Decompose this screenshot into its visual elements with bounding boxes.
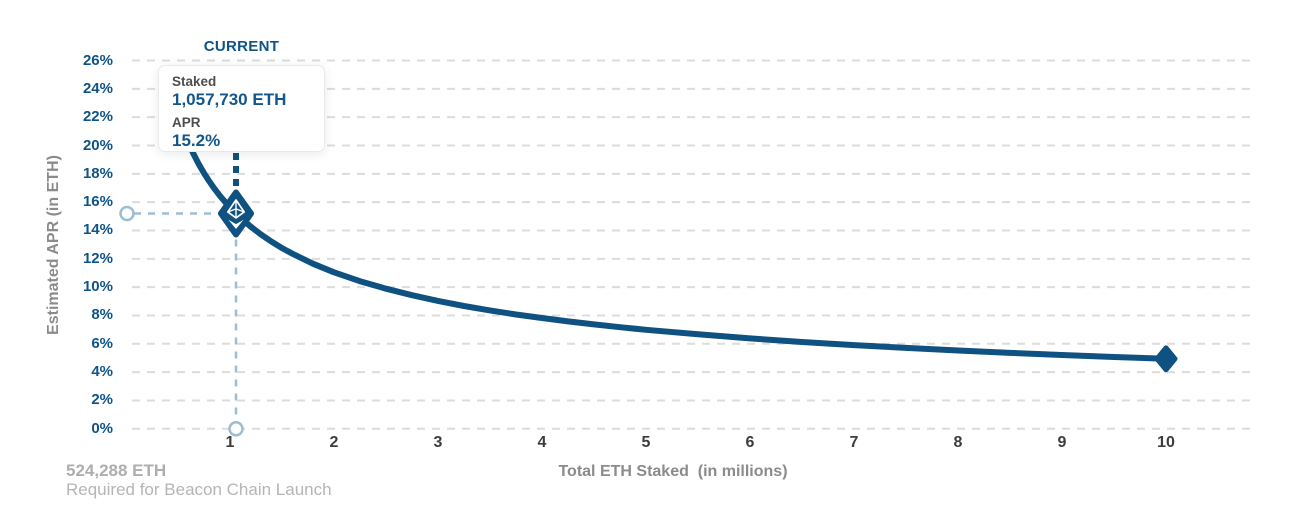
y-axis-tick-label: 24% <box>82 79 113 97</box>
beacon-launch-footnote: 524,288 ETH Required for Beacon Chain La… <box>66 461 332 499</box>
current-staked-axis-dot <box>228 421 244 437</box>
y-axis-tick-label: 18% <box>82 164 113 182</box>
y-axis-tick-label: 2% <box>91 391 113 409</box>
tooltip-staked-value: 1,057,730 ETH <box>172 90 287 109</box>
tooltip-staked-label: Staked <box>172 74 217 89</box>
x-axis-tick-label: 7 <box>849 434 859 451</box>
y-axis-tick-label: 22% <box>82 108 113 126</box>
tooltip-apr-value: 15.2% <box>172 131 221 150</box>
x-axis-title: Total ETH Staked (in millions) <box>558 463 788 480</box>
y-axis-title: Estimated APR (in ETH) <box>45 155 62 335</box>
y-axis-tick-label: 26% <box>82 51 113 69</box>
y-axis-tick-label: 12% <box>82 249 113 267</box>
x-axis-tick-label: 3 <box>433 434 443 451</box>
x-axis-tick-label: 4 <box>537 434 547 451</box>
y-axis-tick-label: 6% <box>91 334 113 352</box>
current-point-label: CURRENT <box>203 38 280 55</box>
y-axis-tick-label: 10% <box>82 278 113 296</box>
current-point-tooltip: Staked 1,057,730 ETH APR 15.2% <box>158 65 325 152</box>
current-apr-axis-dot <box>119 205 135 222</box>
y-axis-tick-label: 4% <box>91 363 113 381</box>
x-axis-tick-label: 10 <box>1157 434 1175 451</box>
ethereum-diamond-part <box>228 219 244 229</box>
y-axis-tick-label: 14% <box>82 221 113 239</box>
x-axis-tick-label: 2 <box>329 434 339 451</box>
apr-curve[interactable] <box>177 120 1169 362</box>
y-axis-tick-label: 20% <box>82 136 113 154</box>
diamond-icon <box>1154 345 1178 373</box>
x-axis-tick-label: 6 <box>745 434 755 451</box>
footnote-description: Required for Beacon Chain Launch <box>66 480 332 499</box>
ethereum-diamond-icon[interactable] <box>218 189 255 238</box>
y-axis-tick-label: 8% <box>91 306 113 324</box>
y-axis-tick-label: 16% <box>82 193 113 211</box>
footnote-eth-amount: 524,288 ETH <box>66 461 167 480</box>
x-axis-tick-label: 9 <box>1057 434 1067 451</box>
ethereum-diamond-part <box>227 199 245 218</box>
x-axis-tick-label: 5 <box>641 434 651 451</box>
x-axis-tick-label: 1 <box>225 434 235 451</box>
tooltip-apr-label: APR <box>172 115 201 130</box>
x-axis-tick-label: 8 <box>953 434 963 451</box>
y-axis-tick-label: 0% <box>91 419 113 437</box>
